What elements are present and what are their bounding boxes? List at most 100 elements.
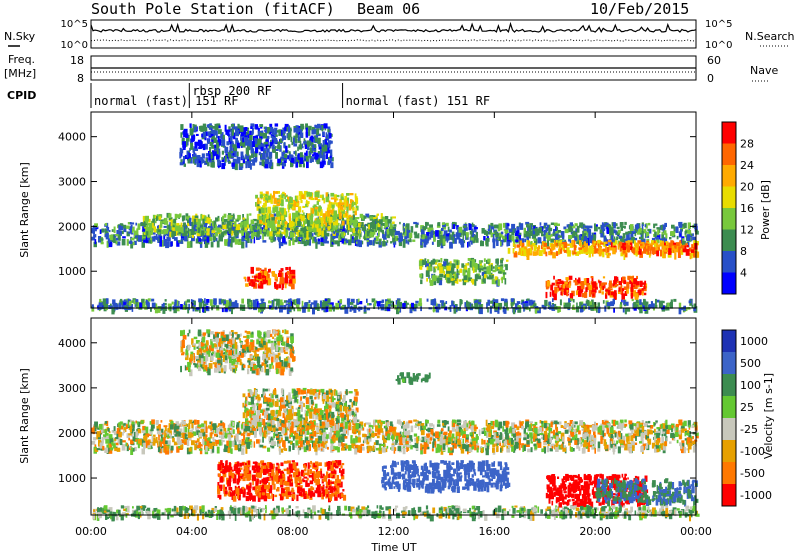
heatmap-cell <box>586 228 590 232</box>
heatmap-cell <box>185 303 188 310</box>
heatmap-cell <box>292 212 296 219</box>
heatmap-cell <box>663 230 667 235</box>
heatmap-cell <box>443 267 447 270</box>
heatmap-cell <box>455 274 459 282</box>
heatmap-cell <box>485 432 489 438</box>
heatmap-cell <box>637 290 642 296</box>
heatmap-cell <box>288 279 292 284</box>
heatmap-cell <box>228 302 232 305</box>
heatmap-cell <box>293 143 298 147</box>
heatmap-cell <box>401 303 404 309</box>
heatmap-cell <box>622 276 626 284</box>
heatmap-cell <box>203 306 206 313</box>
heatmap-cell <box>405 224 409 228</box>
heatmap-cell <box>481 228 485 234</box>
heatmap-cell <box>463 227 467 232</box>
heatmap-cell <box>680 226 685 229</box>
heatmap-cell <box>226 222 230 229</box>
heatmap-cell <box>296 201 299 205</box>
heatmap-cell <box>157 225 159 229</box>
heatmap-cell <box>637 228 642 233</box>
heatmap-cell <box>499 232 503 238</box>
heatmap-cell <box>210 223 213 227</box>
heatmap-cell <box>452 236 455 244</box>
heatmap-cell <box>278 299 283 307</box>
heatmap-cell <box>437 303 441 310</box>
heatmap-cell <box>203 435 207 442</box>
heatmap-cell <box>259 219 262 224</box>
heatmap-cell <box>313 152 316 156</box>
heatmap-cell <box>344 204 346 210</box>
heatmap-cell <box>479 265 484 269</box>
heatmap-cell <box>274 219 277 224</box>
heatmap-cell <box>327 194 330 199</box>
freq-label: Freq. <box>8 53 35 66</box>
heatmap-cell <box>258 143 262 149</box>
heatmap-cell <box>469 230 473 235</box>
heatmap-cell <box>285 145 288 153</box>
heatmap-cell <box>233 146 238 152</box>
heatmap-cell <box>371 298 376 303</box>
heatmap-cell <box>639 299 642 305</box>
heatmap-cell <box>267 278 272 286</box>
heatmap-cell <box>563 241 567 249</box>
heatmap-cell <box>267 195 271 200</box>
heatmap-cell <box>292 278 296 284</box>
heatmap-cell <box>662 245 666 252</box>
heatmap-cell <box>221 162 226 170</box>
heatmap-cell <box>289 197 293 204</box>
heatmap-cell <box>280 241 284 247</box>
heatmap-cell <box>288 276 293 279</box>
heatmap-cell <box>381 229 384 234</box>
heatmap-cell <box>307 221 310 227</box>
heatmap-cell <box>581 293 585 298</box>
heatmap-cell <box>323 214 326 220</box>
heatmap-cell <box>239 223 243 228</box>
heatmap-cell <box>338 212 342 220</box>
heatmap-cell <box>423 237 428 245</box>
heatmap-cell <box>420 229 425 235</box>
heatmap-cell <box>568 299 572 303</box>
heatmap-cell <box>321 154 326 161</box>
heatmap-cell <box>449 229 452 233</box>
heatmap-cell <box>308 303 313 309</box>
heatmap-cell <box>690 233 693 236</box>
heatmap-cell <box>464 268 468 273</box>
heatmap-cell <box>254 147 259 154</box>
heatmap-cell <box>234 300 238 306</box>
heatmap-cell <box>325 232 330 237</box>
heatmap-cell <box>209 151 213 154</box>
heatmap-cell <box>141 298 144 303</box>
heatmap-cell <box>208 153 212 161</box>
heatmap-cell <box>601 291 604 295</box>
heatmap-cell <box>462 225 467 229</box>
heatmap-cell <box>246 154 250 159</box>
heatmap-cell <box>486 303 488 309</box>
heatmap-cell <box>220 133 223 140</box>
heatmap-cell <box>199 225 202 229</box>
heatmap-cell <box>674 244 677 250</box>
heatmap-cell <box>446 269 449 276</box>
heatmap-cell <box>257 197 260 205</box>
y-tick-label: 4000 <box>58 131 86 144</box>
heatmap-cell <box>640 248 642 255</box>
heatmap-cell <box>205 131 208 137</box>
heatmap-cell <box>299 132 304 138</box>
heatmap-cell <box>671 436 674 441</box>
heatmap-cell <box>91 304 94 309</box>
heatmap-cell <box>486 236 489 239</box>
heatmap-cell <box>504 278 507 285</box>
heatmap-cell <box>347 224 350 231</box>
heatmap-cell <box>609 246 614 251</box>
heatmap-cell <box>501 276 503 284</box>
heatmap-cell <box>326 142 331 149</box>
heatmap-cell <box>533 245 538 249</box>
heatmap-cell <box>579 248 584 254</box>
heatmap-cell <box>679 233 682 237</box>
heatmap-cell <box>430 233 435 238</box>
heatmap-cell <box>422 259 425 266</box>
heatmap-cell <box>316 303 319 310</box>
heatmap-cell <box>279 157 284 161</box>
heatmap-cell <box>667 252 672 258</box>
heatmap-cell <box>341 220 345 226</box>
